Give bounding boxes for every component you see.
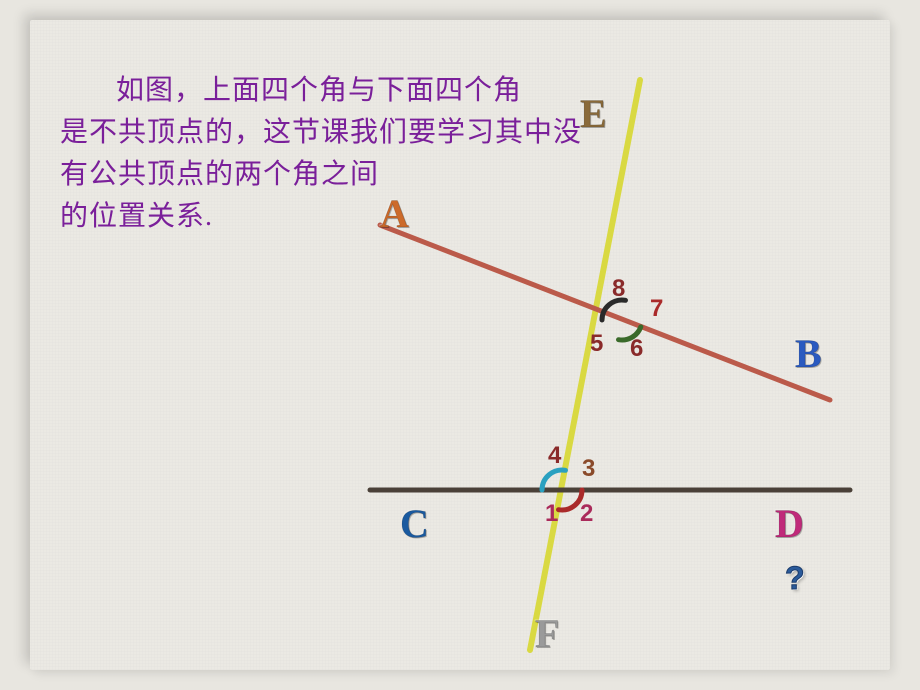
text-line-1: 如图，上面四个角与下面四个角 (116, 75, 522, 106)
text-line-2: 是不共顶点的，这节课我们要学习其中没 (60, 117, 582, 148)
angle-label-4: 4 (548, 442, 561, 470)
angle-label-1: 1 (545, 500, 558, 528)
angle-label-5: 5 (590, 330, 603, 358)
label-B: B (795, 330, 822, 377)
label-E: E (580, 90, 607, 137)
label-D: D (775, 500, 804, 547)
description-text: 如图，上面四个角与下面四个角 是不共顶点的，这节课我们要学习其中没 有公共顶点的… (60, 70, 620, 238)
angle-label-6: 6 (630, 335, 643, 363)
angle-label-7: 7 (650, 295, 663, 323)
angle-label-2: 2 (580, 500, 593, 528)
text-line-4: 的位置关系. (60, 201, 213, 232)
label-C: C (400, 500, 429, 547)
angle-label-3: 3 (582, 455, 595, 483)
text-line-3: 有公共顶点的两个角之间 (60, 159, 379, 190)
question-mark-icon: ? (785, 560, 805, 597)
angle-label-8: 8 (612, 275, 625, 303)
label-F: F (535, 610, 559, 657)
label-A: A (380, 190, 409, 237)
